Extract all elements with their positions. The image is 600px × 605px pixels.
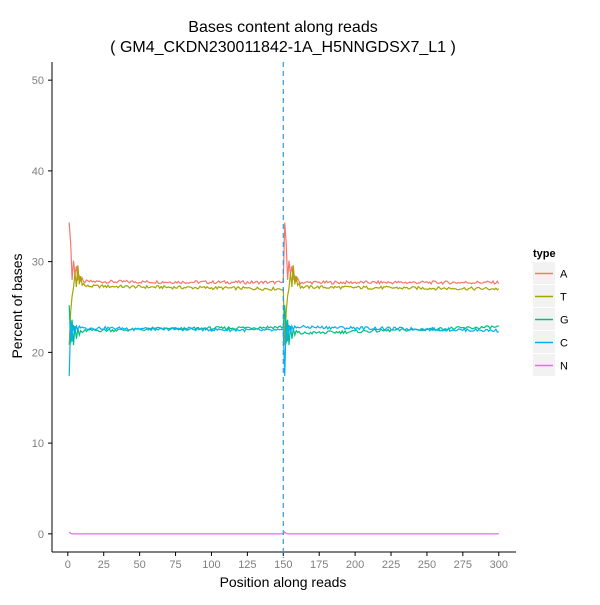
y-tick-label: 20 <box>32 347 44 359</box>
series-line-A <box>68 222 500 286</box>
y-axis-title: Percent of bases <box>9 253 25 358</box>
legend-label-C: C <box>560 338 568 350</box>
x-tick-label: 300 <box>490 559 508 571</box>
chart-subtitle: ( GM4_CKDN230011842-1A_H5NNGDSX7_L1 ) <box>110 39 456 56</box>
x-tick-label: 0 <box>65 559 71 571</box>
plot-area: 0 10 20 30 40 50 0 25 50 75 100 125 150 175 200 225 250 2… <box>32 62 516 571</box>
legend-label-N: N <box>560 361 568 373</box>
y-tick-label: 0 <box>38 529 44 541</box>
y-tick-label: 10 <box>32 438 44 450</box>
y-tick-label: 50 <box>32 75 44 87</box>
x-tick-label: 50 <box>134 559 146 571</box>
legend-label-T: T <box>560 292 567 304</box>
y-tick-label: 30 <box>32 257 44 269</box>
x-tick-label: 275 <box>454 559 472 571</box>
x-axis-title: Position along reads <box>220 574 347 590</box>
legend-label-G: G <box>560 315 569 327</box>
x-tick-label: 225 <box>382 559 400 571</box>
y-tick-label: 40 <box>32 166 44 178</box>
series-line-G <box>68 305 499 346</box>
x-tick-label: 100 <box>202 559 220 571</box>
x-tick-label: 175 <box>310 559 328 571</box>
series-line-C <box>68 320 499 377</box>
x-tick-label: 200 <box>346 559 364 571</box>
series-line-N <box>68 531 499 535</box>
chart-title: Bases content along reads <box>188 19 377 36</box>
x-tick-label: 250 <box>418 559 436 571</box>
x-tick-label: 25 <box>98 559 110 571</box>
x-tick-label: 150 <box>274 559 292 571</box>
x-tick-label: 75 <box>169 559 181 571</box>
x-tick-label: 125 <box>238 559 256 571</box>
legend-label-A: A <box>560 269 568 281</box>
legend-title: type <box>533 248 556 260</box>
